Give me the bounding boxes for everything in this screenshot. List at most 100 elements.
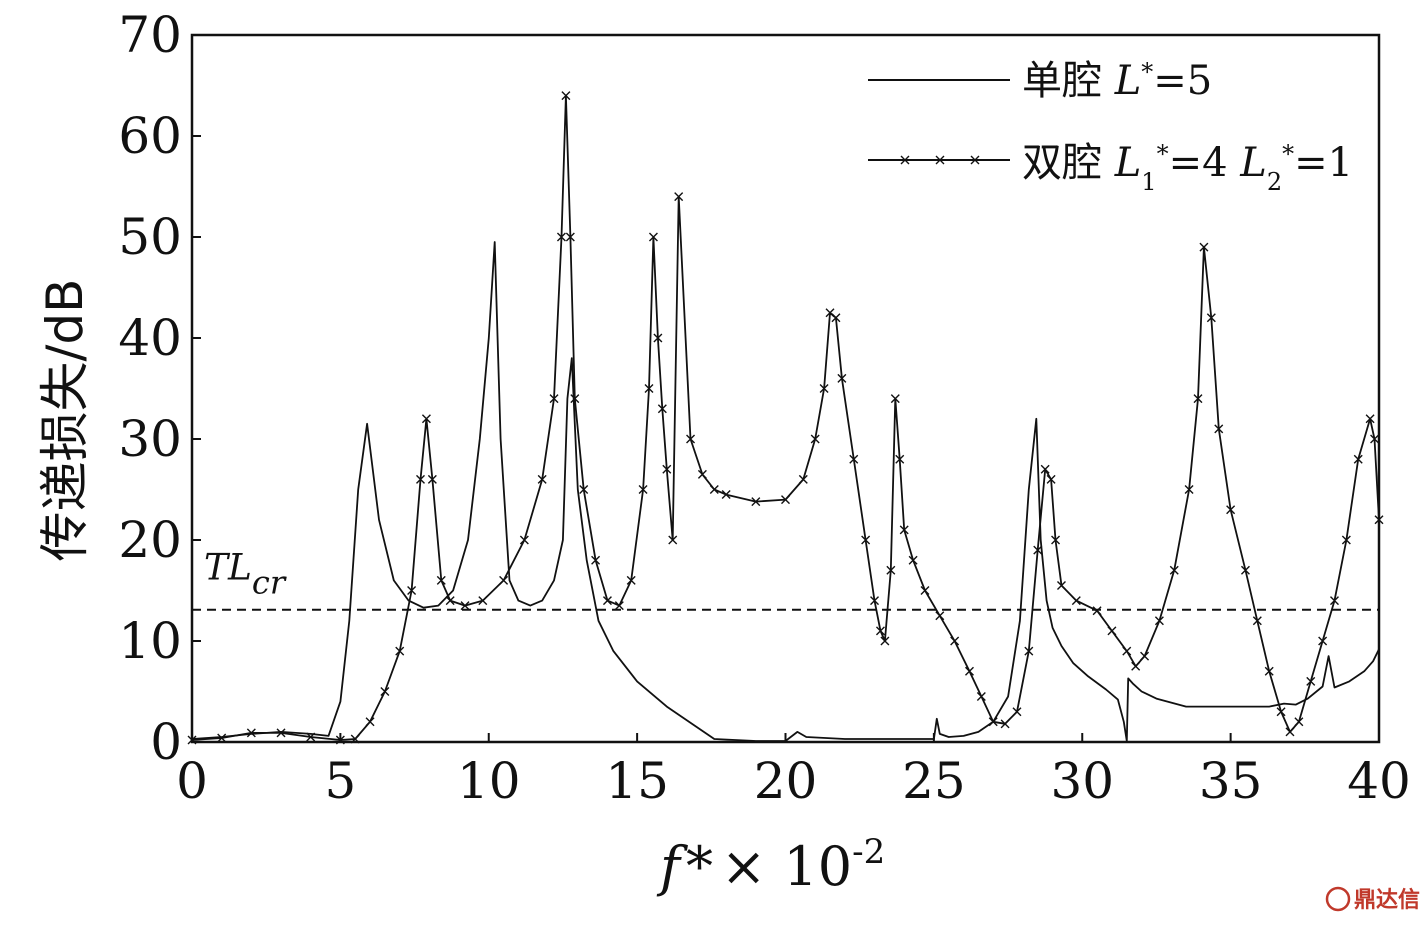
x-tick-label: 10 xyxy=(457,752,521,810)
series-point-double xyxy=(890,394,900,404)
series-point-double xyxy=(499,575,509,585)
series-point-double xyxy=(674,192,684,202)
series-point-double xyxy=(908,555,918,565)
series-point-double xyxy=(1214,424,1224,434)
x-tick-label: 30 xyxy=(1050,752,1114,810)
series-point-double xyxy=(217,733,227,743)
series-point-double xyxy=(751,497,761,507)
series-point-double xyxy=(1122,646,1132,656)
legend-x-marker xyxy=(900,155,910,165)
legend-double-sup2: * xyxy=(1282,140,1294,168)
series-point-double xyxy=(407,586,417,595)
series-point-double xyxy=(662,464,672,474)
y-tick-label: 40 xyxy=(118,309,182,367)
series-point-double xyxy=(935,611,945,621)
series-point-double xyxy=(644,384,654,393)
legend-double-sup1: * xyxy=(1157,140,1169,168)
series-point-double xyxy=(849,454,859,464)
series-point-double xyxy=(537,474,547,484)
series-point-double xyxy=(1051,535,1061,545)
series-point-double xyxy=(276,728,286,738)
series-point-double xyxy=(653,333,663,343)
series-point-double xyxy=(810,434,820,444)
series-point-double xyxy=(648,232,658,242)
series-point-double xyxy=(964,666,974,676)
reference-line-label: TLcr xyxy=(204,548,287,602)
series-point-double xyxy=(395,646,405,656)
series-line-single xyxy=(191,241,1380,742)
series-point-double xyxy=(1040,464,1050,474)
series-point-double xyxy=(1374,515,1384,525)
series-point-double xyxy=(350,734,360,744)
legend-double-eq2: =1 xyxy=(1294,140,1353,186)
series-point-double xyxy=(988,717,998,727)
series-point-double xyxy=(561,91,571,101)
series-point-double xyxy=(1353,454,1363,464)
series-point-double xyxy=(1199,242,1209,252)
x-tick-label: 25 xyxy=(902,752,966,810)
series-point-double xyxy=(831,313,841,323)
legend-x-marker xyxy=(970,155,980,165)
reference-label-main: TL xyxy=(204,548,252,589)
series-point-double xyxy=(870,596,880,606)
series-point-double xyxy=(721,490,731,500)
series-point-double xyxy=(1046,474,1056,484)
series-point-double xyxy=(1329,596,1339,606)
series-point-double xyxy=(861,535,871,545)
legend-label-single: 单腔 L*=5 xyxy=(1022,58,1212,104)
series-point-double xyxy=(579,485,589,494)
y-tick-label: 10 xyxy=(118,612,182,670)
series-point-double xyxy=(246,728,256,738)
series-point-double xyxy=(549,394,559,404)
legend-label-double: 双腔 L1*=4 L2*=1 xyxy=(1022,140,1353,196)
y-tick-label: 60 xyxy=(118,107,182,165)
series-point-double xyxy=(1193,394,1203,404)
series-point-double xyxy=(445,596,455,606)
series-point-double xyxy=(614,601,624,611)
series-point-double xyxy=(976,692,986,702)
y-axis-label: 传递损失/dB xyxy=(36,279,94,562)
series-line-double xyxy=(191,94,1380,741)
series-point-double xyxy=(565,232,575,242)
legend-single-prefix: 单腔 xyxy=(1022,58,1115,104)
x-tick-label: 40 xyxy=(1347,752,1411,810)
watermark: 鼎达信 xyxy=(1325,886,1420,913)
series-point-double xyxy=(1071,596,1081,606)
series-point-double xyxy=(1264,666,1274,676)
series-point-double xyxy=(950,636,960,646)
series-point-double xyxy=(1154,616,1164,626)
series-point-double xyxy=(1000,719,1010,729)
series-point-double xyxy=(686,434,696,444)
legend-double-sub1: 1 xyxy=(1141,168,1156,196)
series-point-double xyxy=(1276,707,1286,717)
legend-marker-double xyxy=(900,155,980,165)
legend-double-var2: L xyxy=(1239,140,1267,186)
series-point-double xyxy=(1169,565,1179,575)
x-tick-label: 0 xyxy=(176,752,208,810)
series-point-double xyxy=(781,495,790,505)
reference-label-sub: cr xyxy=(252,564,287,602)
series-point-double xyxy=(519,535,529,545)
x-axis-label-times: × 10 xyxy=(721,835,852,898)
series-point-double xyxy=(421,414,431,424)
series-point-double xyxy=(1092,606,1102,616)
series-point-double xyxy=(1318,636,1328,646)
legend-single-var: L xyxy=(1114,58,1142,104)
series-point-double xyxy=(1107,626,1117,636)
series-point-double xyxy=(591,555,601,565)
series-point-double xyxy=(187,735,197,745)
series-point-double xyxy=(697,469,707,479)
series-point-double xyxy=(895,454,905,464)
legend: 单腔 L*=5 双腔 L1*=4 L2*=1 xyxy=(868,58,1353,196)
series-point-double xyxy=(460,601,470,611)
series-point-double xyxy=(365,717,375,727)
series-point-double xyxy=(1056,580,1066,590)
series-point-double xyxy=(1012,707,1022,717)
legend-double-sub2: 2 xyxy=(1267,168,1282,196)
series-point-double xyxy=(1131,661,1141,671)
legend-double-prefix: 双腔 xyxy=(1022,140,1115,186)
series-point-double xyxy=(880,636,890,646)
series-point-double xyxy=(427,474,437,484)
legend-single-sup: * xyxy=(1141,58,1153,86)
